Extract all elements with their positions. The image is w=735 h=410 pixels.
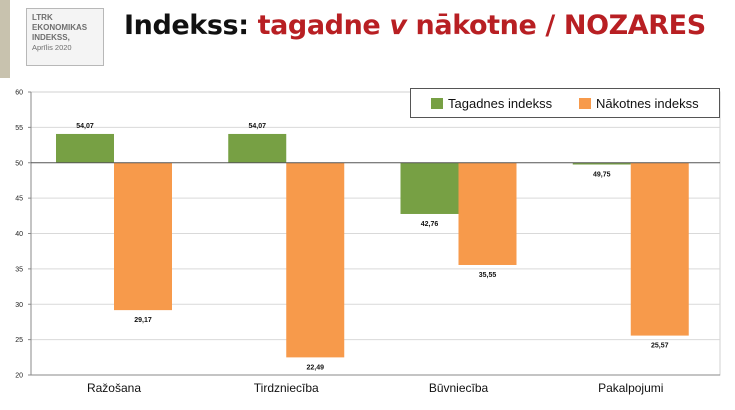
bar-current bbox=[400, 162, 459, 214]
y-tick-label: 50 bbox=[15, 160, 23, 167]
category-label: Tirdzniecība bbox=[254, 381, 319, 395]
y-tick-label: 20 bbox=[15, 373, 23, 380]
bar-future bbox=[114, 162, 172, 311]
y-tick-label: 25 bbox=[15, 337, 23, 344]
y-tick-label: 60 bbox=[15, 90, 23, 97]
title-part-present: tagadne bbox=[257, 10, 390, 41]
chart-legend: Tagadnes indekss Nākotnes indekss bbox=[410, 88, 720, 118]
legend-label-future: Nākotnes indekss bbox=[596, 95, 699, 111]
legend-label-current: Tagadnes indekss bbox=[448, 95, 553, 111]
bar-future bbox=[630, 162, 689, 336]
category-label: Būvniecība bbox=[429, 381, 489, 395]
category-label: Pakalpojumi bbox=[598, 381, 663, 395]
bar-future bbox=[458, 162, 517, 265]
bar-current bbox=[572, 162, 631, 165]
legend-item-future: Nākotnes indekss bbox=[579, 89, 699, 117]
bar-current bbox=[56, 133, 114, 163]
page-title: Indekss: tagadne v nākotne / NOZARES bbox=[124, 10, 706, 41]
data-label: 54,07 bbox=[248, 123, 266, 130]
data-label: 25,57 bbox=[651, 343, 669, 350]
logo-box: LTRK EKONOMIKAS INDEKSS, Aprīlis 2020 bbox=[26, 8, 104, 66]
y-tick-label: 30 bbox=[15, 302, 23, 309]
logo-line-3: INDEKSS, bbox=[32, 33, 70, 42]
y-tick-label: 45 bbox=[15, 196, 23, 203]
logo-date: Aprīlis 2020 bbox=[32, 43, 72, 52]
y-tick-label: 55 bbox=[15, 125, 23, 132]
data-label: 54,07 bbox=[76, 123, 94, 130]
legend-item-current: Tagadnes indekss bbox=[431, 89, 552, 117]
logo-line-1: LTRK bbox=[32, 13, 53, 22]
legend-swatch-current bbox=[431, 97, 443, 109]
category-label: Ražošana bbox=[87, 381, 141, 395]
data-label: 49,75 bbox=[593, 172, 611, 179]
data-label: 29,17 bbox=[134, 317, 152, 324]
data-label: 42,76 bbox=[421, 221, 439, 228]
title-part-index: Indekss: bbox=[124, 10, 258, 41]
legend-swatch-future bbox=[579, 97, 591, 109]
logo-line-2: EKONOMIKAS bbox=[32, 23, 88, 32]
bar-current bbox=[228, 133, 287, 163]
left-accent-strip bbox=[0, 0, 10, 78]
bar-future bbox=[286, 162, 345, 358]
y-tick-label: 35 bbox=[15, 266, 23, 273]
data-label: 35,55 bbox=[479, 272, 497, 279]
title-part-future: nākotne / NOZARES bbox=[406, 10, 707, 41]
y-tick-label: 40 bbox=[15, 231, 23, 238]
data-label: 22,49 bbox=[306, 364, 324, 371]
title-part-versus: v bbox=[389, 10, 407, 41]
